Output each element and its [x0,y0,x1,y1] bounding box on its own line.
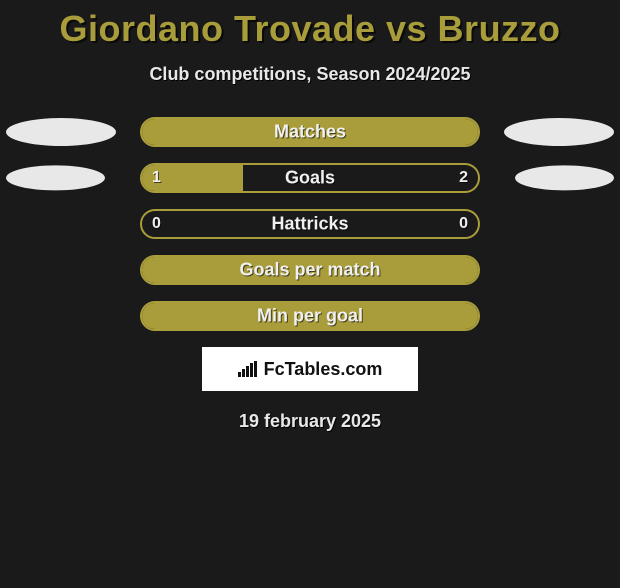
stat-bar-left-fill [142,257,478,283]
bar-chart-icon [238,361,260,377]
branding-text: FcTables.com [264,359,383,380]
right-indicator-ellipse [504,118,614,146]
page-subtitle: Club competitions, Season 2024/2025 [0,64,620,85]
stat-bar: Goals12 [140,163,480,193]
stat-row-min-per-goal: Min per goal [0,301,620,331]
stat-bar: Min per goal [140,301,480,331]
branding-badge[interactable]: FcTables.com [202,347,418,391]
stat-bar-left-fill [142,303,478,329]
stat-bar-left-fill [142,119,478,145]
stat-label: Hattricks [142,214,478,235]
stat-row-goals: Goals12 [0,163,620,193]
stat-value-right: 2 [459,169,468,187]
stat-row-hattricks: Hattricks0 0 [0,209,620,239]
stat-bar-left-fill [142,165,243,191]
left-indicator-ellipse [6,165,105,190]
stat-value-right: 0 [459,215,468,233]
stat-bar: Goals per match [140,255,480,285]
footer-date: 19 february 2025 [0,411,620,432]
stat-bar: Hattricks0 0 [140,209,480,239]
right-indicator-ellipse [515,165,614,190]
stat-value-left: 0 [152,215,161,233]
comparison-chart: Matches Goals12 Hattricks0 0 Goals per match… [0,117,620,331]
left-indicator-ellipse [6,118,116,146]
stat-row-goals-per-match: Goals per match [0,255,620,285]
page-title: Giordano Trovade vs Bruzzo [0,8,620,50]
stat-row-matches: Matches [0,117,620,147]
stat-bar: Matches [140,117,480,147]
